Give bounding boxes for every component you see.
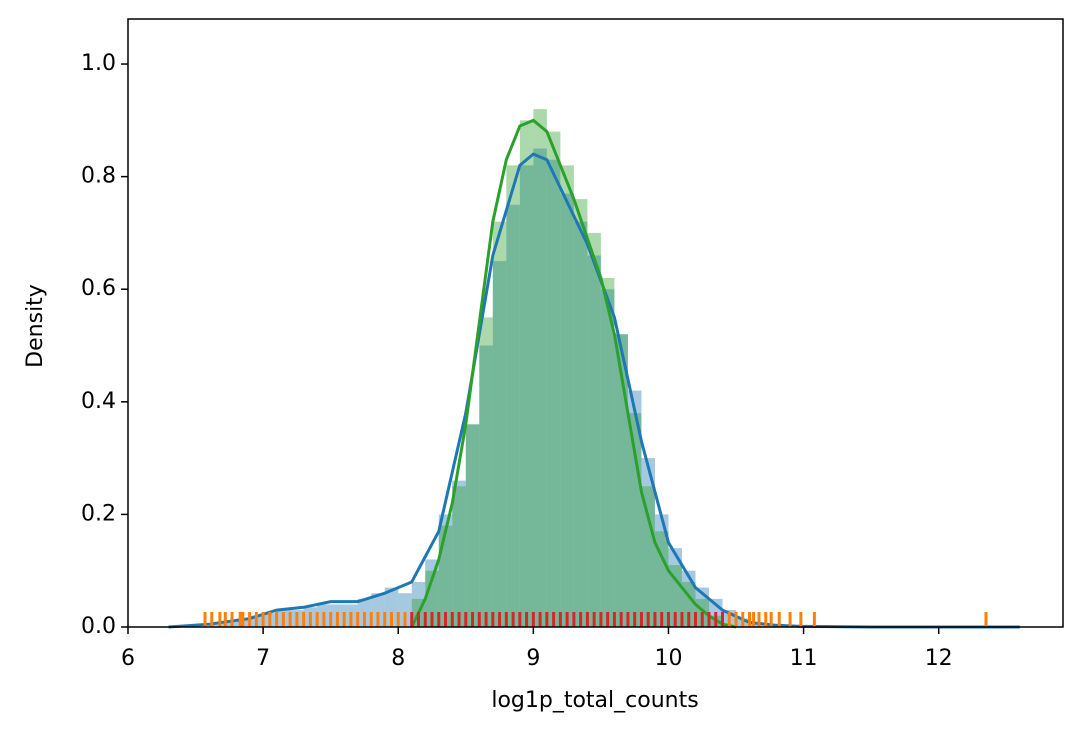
histogram-bar bbox=[573, 221, 588, 627]
histogram-bar bbox=[452, 486, 466, 627]
histogram-bar bbox=[587, 232, 601, 628]
histogram-bar bbox=[492, 261, 507, 627]
y-tick-label: 0.0 bbox=[81, 614, 116, 639]
histogram-bar bbox=[411, 581, 426, 627]
x-tick-label: 6 bbox=[121, 646, 135, 671]
histogram-bar bbox=[506, 165, 520, 628]
histogram-bar bbox=[519, 120, 534, 627]
histogram-bar bbox=[641, 486, 655, 627]
histogram-bar bbox=[384, 587, 399, 627]
histogram-bar bbox=[587, 255, 601, 627]
histogram-bar bbox=[492, 221, 507, 627]
histogram-bar bbox=[614, 334, 628, 627]
histogram-bar bbox=[600, 289, 615, 627]
y-tick-label: 0.6 bbox=[81, 276, 116, 301]
histogram-bar bbox=[519, 165, 534, 628]
histogram-bar bbox=[749, 622, 764, 627]
histogram-bar bbox=[654, 531, 669, 627]
histogram-bar bbox=[465, 424, 480, 627]
y-tick-label: 1.0 bbox=[81, 51, 116, 76]
histogram-bar bbox=[546, 159, 561, 628]
histogram-bar bbox=[627, 390, 642, 627]
axes-frame bbox=[127, 18, 1064, 628]
x-tick-label: 7 bbox=[256, 646, 270, 671]
y-tick-label: 0.4 bbox=[81, 389, 116, 414]
histogram-bar bbox=[209, 624, 223, 627]
histogram-bar bbox=[438, 525, 453, 627]
x-tick-label: 9 bbox=[526, 646, 540, 671]
histogram-bar bbox=[560, 193, 574, 627]
histogram-bar bbox=[546, 131, 561, 627]
histogram-bar bbox=[600, 277, 615, 627]
histogram-bar bbox=[560, 165, 574, 628]
y-tick-label: 0.2 bbox=[81, 501, 116, 526]
histogram-bar bbox=[668, 565, 682, 627]
y-axis-label: Density bbox=[23, 284, 48, 368]
x-tick-label: 10 bbox=[654, 646, 682, 671]
histogram-bar bbox=[398, 593, 412, 627]
histogram-bar bbox=[668, 548, 682, 627]
histogram-bar bbox=[479, 345, 493, 627]
histogram-bar bbox=[533, 109, 547, 627]
x-tick-label: 8 bbox=[391, 646, 405, 671]
x-tick-label: 12 bbox=[925, 646, 953, 671]
x-tick-label: 11 bbox=[790, 646, 818, 671]
histogram-bar bbox=[573, 199, 588, 628]
histogram-bar bbox=[614, 334, 628, 627]
histogram-bar bbox=[371, 593, 385, 627]
histogram-bar bbox=[506, 204, 520, 627]
plot-area bbox=[168, 109, 1020, 629]
histogram-bar bbox=[222, 621, 237, 627]
histogram-bar bbox=[465, 424, 480, 627]
kde-line bbox=[410, 118, 737, 629]
histogram-bar bbox=[654, 514, 669, 627]
histogram-bar bbox=[533, 148, 547, 627]
histogram-bar bbox=[425, 559, 439, 627]
y-tick-label: 0.8 bbox=[81, 164, 116, 189]
histogram-bar bbox=[479, 317, 493, 627]
x-axis-label: log1p_total_counts bbox=[491, 688, 698, 713]
histogram-bar bbox=[452, 480, 466, 627]
